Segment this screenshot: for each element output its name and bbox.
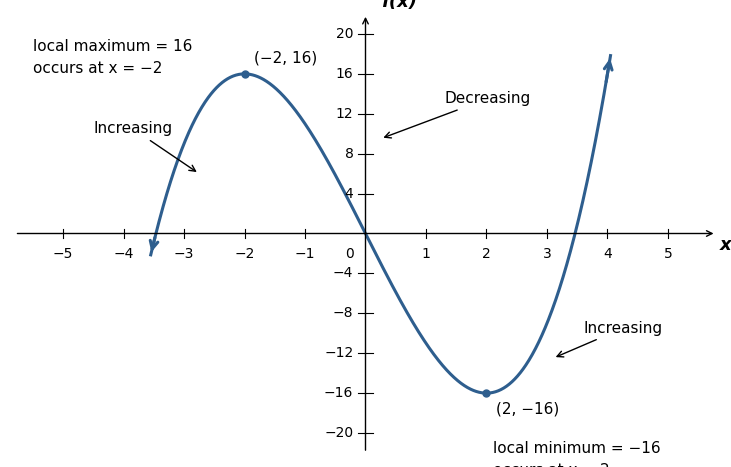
Text: 16: 16 — [336, 67, 353, 81]
Text: −3: −3 — [174, 248, 194, 262]
Text: (−2, 16): (−2, 16) — [254, 51, 317, 66]
Text: local minimum = −16
occurs at x = 2: local minimum = −16 occurs at x = 2 — [493, 441, 660, 467]
Text: −1: −1 — [295, 248, 315, 262]
Text: 2: 2 — [482, 248, 491, 262]
Text: local maximum = 16
occurs at x = −2: local maximum = 16 occurs at x = −2 — [33, 39, 192, 76]
Text: −4: −4 — [333, 266, 353, 280]
Text: −2: −2 — [235, 248, 254, 262]
Text: 3: 3 — [542, 248, 551, 262]
Text: −5: −5 — [53, 248, 73, 262]
Text: Increasing: Increasing — [557, 321, 662, 357]
Text: 4: 4 — [344, 187, 353, 201]
Text: −20: −20 — [325, 426, 353, 440]
Text: 20: 20 — [336, 27, 353, 41]
Text: −12: −12 — [324, 346, 353, 360]
Text: Increasing: Increasing — [94, 121, 196, 171]
Text: 12: 12 — [336, 107, 353, 121]
Text: −4: −4 — [113, 248, 134, 262]
Text: −8: −8 — [333, 306, 353, 320]
Text: 4: 4 — [603, 248, 612, 262]
Text: 0: 0 — [344, 248, 353, 262]
Text: 5: 5 — [664, 248, 673, 262]
Text: 1: 1 — [422, 248, 431, 262]
Text: Decreasing: Decreasing — [385, 92, 531, 138]
Text: 8: 8 — [344, 147, 353, 161]
Text: x: x — [719, 236, 731, 255]
Text: −16: −16 — [324, 386, 353, 400]
Text: (2, −16): (2, −16) — [496, 401, 558, 416]
Text: f(x): f(x) — [381, 0, 417, 11]
